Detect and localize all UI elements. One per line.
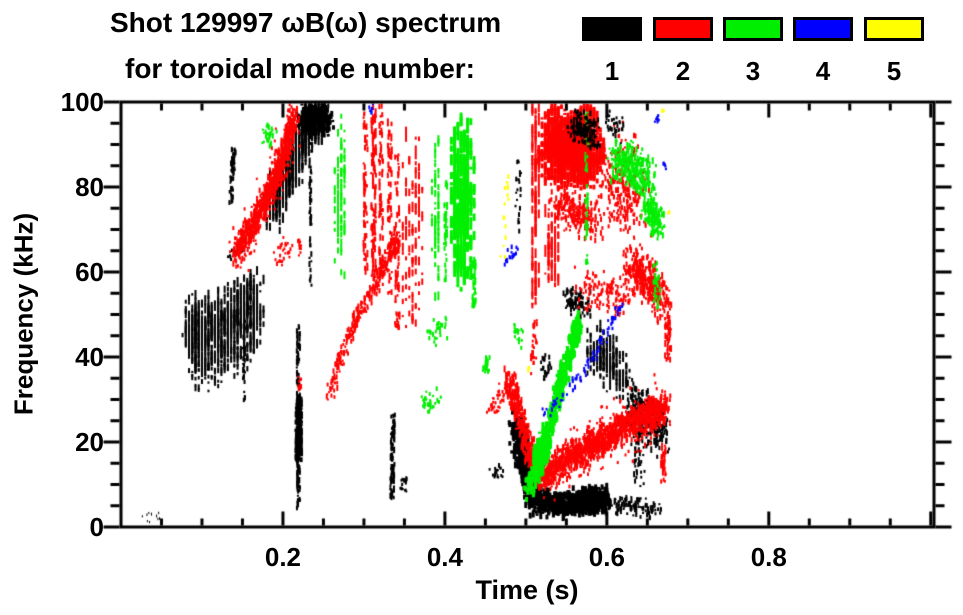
y-axis-tick-label: 100: [60, 87, 104, 117]
legend-label-mode-2: 2: [675, 56, 691, 86]
legend-label-mode-3: 3: [745, 56, 761, 86]
legend-swatch-mode-2: [653, 17, 713, 41]
chart-title: Shot 129997 ωB(ω) spectrum: [110, 7, 502, 38]
x-axis-title: Time (s): [475, 575, 579, 605]
legend-label-mode-5: 5: [886, 56, 902, 86]
legend-swatch-mode-4: [793, 17, 853, 41]
y-axis-tick-label: 40: [75, 342, 104, 372]
y-axis-tick-label: 60: [75, 257, 104, 287]
legend-swatch-mode-3: [723, 17, 783, 41]
chart-subtitle: for toroidal mode number:: [125, 53, 475, 84]
x-axis-tick-label: 0.8: [750, 542, 787, 572]
legend-swatch-mode-1: [582, 17, 642, 41]
x-axis-tick-label: 0.6: [588, 542, 625, 572]
x-axis-tick-label: 0.4: [426, 542, 463, 572]
y-axis-tick-label: 20: [75, 427, 104, 457]
x-axis-tick-label: 0.2: [264, 542, 302, 572]
legend-label-mode-1: 1: [604, 56, 620, 86]
legend-swatch-mode-5: [864, 17, 924, 41]
y-axis-tick-label: 0: [89, 512, 104, 542]
y-axis-tick-label: 80: [75, 172, 104, 202]
y-axis-title: Frequency (kHz): [8, 212, 39, 416]
legend-label-mode-4: 4: [815, 56, 831, 86]
